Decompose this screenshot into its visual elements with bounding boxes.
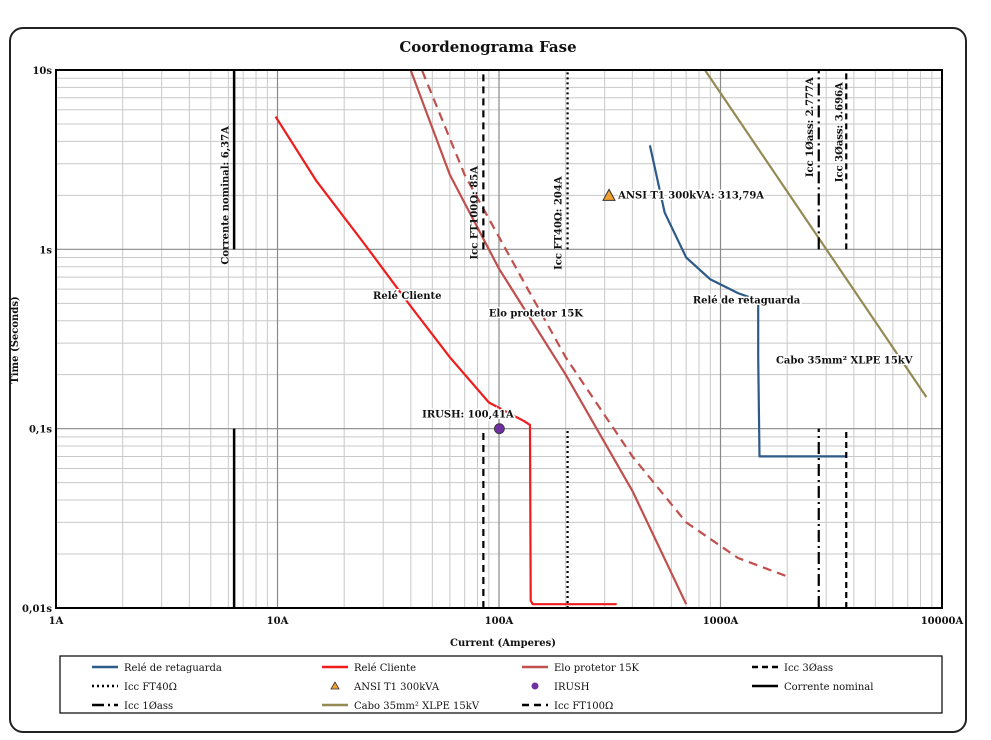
x-tick-label: 10000A [921, 616, 964, 627]
legend-label: Corrente nominal [784, 682, 873, 693]
legend-label: Icc 3Øass [784, 663, 833, 674]
chart-grid [55, 69, 943, 609]
curve-elo-protetor-15k-curva-tracejada [421, 70, 788, 578]
annotation-label: Cabo 35mm² XLPE 15kV [776, 355, 913, 366]
y-tick-label: 1s [39, 245, 52, 256]
annotation-label: ANSI T1 300kVA: 313,79A [617, 190, 764, 201]
legend-label: Icc FT100Ω [554, 701, 613, 712]
legend-label: IRUSH [554, 682, 590, 693]
y-tick-label: 0,1s [29, 425, 52, 436]
legend-label: ANSI T1 300kVA [353, 682, 440, 693]
legend-label: Icc 1Øass [124, 701, 173, 712]
x-tick-label: 10A [267, 616, 289, 627]
curve-cabo-35mm-xlpe-15kv [703, 69, 928, 398]
marker-irush [493, 423, 505, 435]
y-tick-label: 10s [32, 66, 52, 77]
annotation-label: Icc 3Øass: 3.696A [834, 82, 845, 182]
curve-rel-de-retaguarda [648, 145, 847, 458]
legend-label: Icc FT40Ω [124, 682, 177, 693]
y-axis-label: Time (Seconds) [10, 296, 21, 383]
chart-curves [232, 69, 928, 608]
legend-swatch [330, 681, 340, 690]
axis-ticks: 1A 10A 100A 1000A 10000A 10s 1s 0,1s 0,01s [22, 66, 964, 627]
annotation-label: Corrente nominal: 6,37A [220, 126, 231, 265]
annotation-label: Relé de retaguarda [693, 295, 801, 306]
curve-elo-protetor-15k [409, 70, 688, 605]
y-tick-label: 0,01s [22, 604, 52, 615]
annotation-label: Icc FT40Ω: 204A [554, 176, 565, 270]
legend-label: Relé Cliente [354, 663, 416, 674]
chart-title: Coordenograma Fase [399, 38, 576, 56]
chart-frame [9, 27, 967, 733]
annotation-label: Icc 1Øass: 2.777A [805, 77, 816, 177]
x-tick-label: 100A [485, 616, 514, 627]
annotation-label: IRUSH: 100,41A [422, 409, 514, 420]
legend-label: Elo protetor 15K [554, 663, 640, 674]
curve-rel-cliente [274, 116, 617, 606]
chart-markers [493, 188, 616, 435]
legend-box [59, 655, 943, 714]
marker-ansi-t1 [602, 188, 616, 201]
annotation-label: Relé Cliente [373, 291, 442, 302]
legend-swatch [531, 682, 539, 690]
chart-legend: Relé de retaguarda Relé Cliente Elo protet… [92, 663, 873, 712]
x-axis-label: Current (Amperes) [450, 638, 556, 649]
annotation-label: Icc FT100Ω: 85A [470, 166, 481, 260]
legend-label: Relé de retaguarda [124, 663, 222, 674]
legend-label: Cabo 35mm² XLPE 15kV [354, 701, 480, 712]
x-tick-label: 1A [49, 616, 64, 627]
chart-annotations: Corrente nominal: 6,37A Icc FT100Ω: 85A Ic… [220, 77, 914, 422]
annotation-label: Elo protetor 15K [489, 308, 583, 319]
x-tick-label: 1000A [703, 616, 739, 627]
plot-area-border [55, 69, 943, 609]
